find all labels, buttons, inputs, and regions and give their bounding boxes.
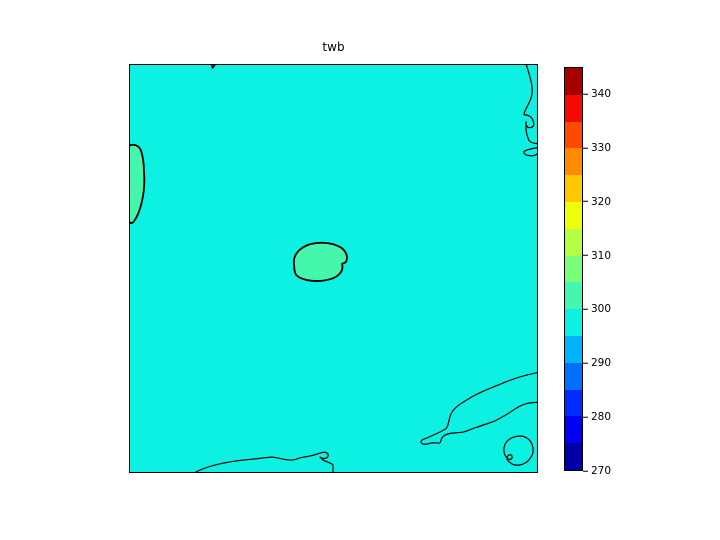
right-edge-notch-contour — [523, 147, 537, 157]
colorbar-tick: 330 — [583, 143, 611, 154]
colorbar-band — [565, 94, 582, 122]
colorbar-tick: 310 — [583, 250, 611, 261]
bottom-right-sweep-contour — [420, 372, 537, 445]
colorbar-tick: 320 — [583, 196, 611, 207]
colorbar-band — [565, 175, 582, 202]
bottom-middle-open-contour — [195, 451, 334, 472]
colorbar-tick-mark — [583, 416, 588, 418]
colorbar-band — [565, 389, 582, 417]
colorbar-tick-label: 300 — [591, 303, 612, 316]
colorbar-tick-mark — [583, 201, 588, 203]
colorbar-ticks: 340 330 320 310 300 290 280 270 — [583, 67, 653, 476]
colorbar-band — [565, 68, 582, 95]
colorbar-band — [565, 255, 582, 283]
colorbar-tick: 300 — [583, 304, 611, 315]
colorbar-band — [565, 443, 582, 470]
top-right-open-contour — [523, 65, 537, 145]
colorbar-tick-mark — [583, 308, 588, 310]
colorbar-tick: 290 — [583, 358, 611, 369]
colorbar-tick-mark — [583, 93, 588, 95]
contour-overlay — [130, 65, 537, 472]
colorbar-tick-label: 320 — [591, 195, 612, 208]
colorbar-tick-mark — [583, 362, 588, 364]
colorbar-band — [565, 201, 582, 229]
colorbar-tick-label: 290 — [591, 357, 612, 370]
colorbar-band — [565, 309, 582, 336]
colorbar-tick: 280 — [583, 412, 611, 423]
colorbar-band — [565, 335, 582, 363]
map-plot-area — [129, 64, 538, 473]
colorbar-band — [565, 148, 582, 176]
plot-title: twb — [322, 40, 345, 54]
colorbar-band — [565, 121, 582, 149]
colorbar — [564, 67, 583, 471]
colorbar-band — [565, 228, 582, 256]
left-edge-patch — [130, 143, 146, 224]
colorbar-tick-mark — [583, 255, 588, 257]
colorbar-tick: 340 — [583, 89, 611, 100]
colorbar-tick: 270 — [583, 466, 611, 477]
bottom-right-closed-contour — [503, 435, 534, 466]
colorbar-tick-label: 330 — [591, 141, 612, 154]
colorbar-tick-label: 270 — [591, 464, 612, 477]
colorbar-band — [565, 362, 582, 390]
colorbar-band — [565, 416, 582, 444]
colorbar-tick-label: 310 — [591, 249, 612, 262]
colorbar-tick-mark — [583, 147, 588, 149]
colorbar-tick-label: 280 — [591, 410, 612, 423]
top-edge-tiny-contour — [211, 65, 216, 69]
colorbar-tick-label: 340 — [591, 87, 612, 100]
colorbar-tick-mark — [583, 470, 588, 472]
central-patch — [292, 241, 348, 282]
colorbar-band — [565, 282, 582, 310]
